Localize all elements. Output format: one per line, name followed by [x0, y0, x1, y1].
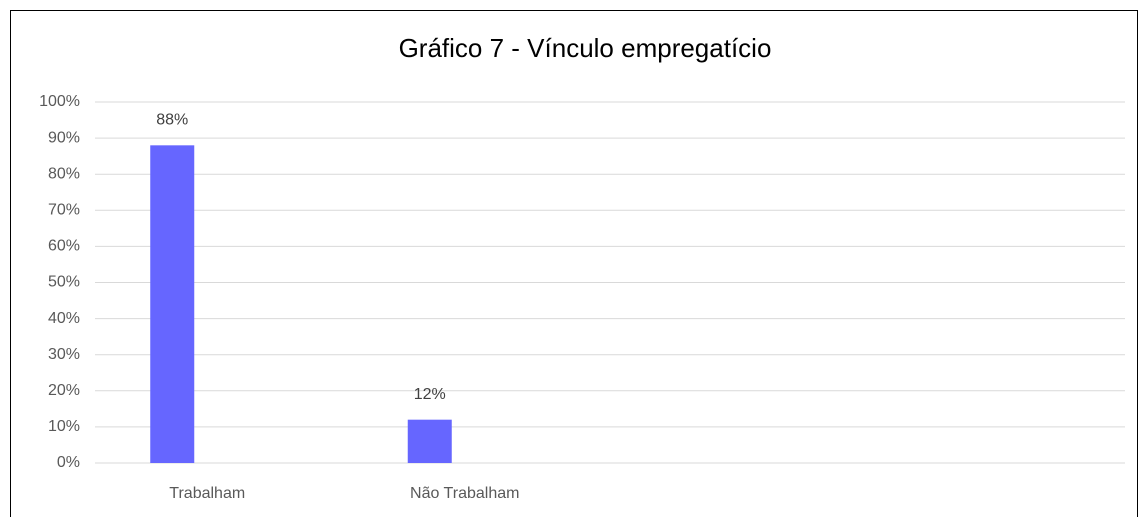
- y-tick-label: 80%: [48, 165, 80, 182]
- bar: [150, 145, 195, 463]
- chart-title: Gráfico 7 - Vínculo empregatício: [399, 33, 772, 63]
- x-tick-label: Trabalham: [169, 485, 245, 502]
- y-tick-label: 60%: [48, 238, 80, 255]
- data-label: 12%: [414, 386, 446, 403]
- y-tick-label: 0%: [57, 454, 80, 471]
- y-tick-label: 90%: [48, 129, 80, 146]
- y-tick-label: 70%: [48, 202, 80, 219]
- y-tick-label: 20%: [48, 382, 80, 399]
- bar: [407, 419, 452, 463]
- chart-frame: [10, 10, 1138, 522]
- x-tick-label: Não Trabalham: [410, 485, 519, 502]
- y-tick-label: 10%: [48, 418, 80, 435]
- y-tick-label: 50%: [48, 274, 80, 291]
- data-label: 88%: [156, 112, 188, 129]
- y-tick-label: 40%: [48, 310, 80, 327]
- y-tick-label: 100%: [39, 93, 80, 110]
- y-tick-label: 30%: [48, 346, 80, 363]
